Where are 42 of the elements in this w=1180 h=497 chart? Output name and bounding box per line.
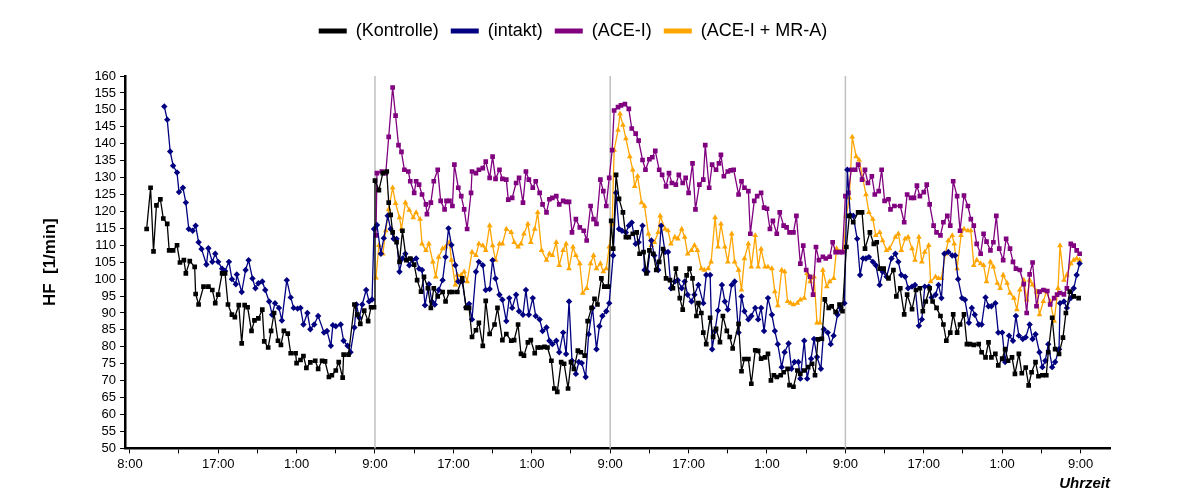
y-tick-label: 105 xyxy=(94,253,117,269)
y-tick-label: 150 xyxy=(94,101,117,117)
y-tick-label: 70 xyxy=(101,372,117,388)
y-tick-label: 100 xyxy=(94,270,117,286)
y-tick-label: 130 xyxy=(94,169,117,185)
y-tick-label: 160 xyxy=(94,67,117,83)
y-tick-label: 125 xyxy=(94,186,117,202)
x-axis-title: Uhrzeit xyxy=(1059,474,1111,492)
x-tick-label: 1:00 xyxy=(519,455,545,471)
x-tick-label: 17:00 xyxy=(201,455,235,471)
y-tick-label: 85 xyxy=(101,321,117,337)
y-tick-label: 95 xyxy=(101,287,117,303)
x-tick-label: 1:00 xyxy=(283,455,310,471)
legend-label: (Kontrolle) xyxy=(355,19,439,40)
x-tick-label: 1:00 xyxy=(754,455,780,471)
y-tick-label: 120 xyxy=(94,203,117,218)
x-tick-label: 1:00 xyxy=(989,455,1015,471)
y-tick-label: 75 xyxy=(101,355,117,371)
legend-label: (ACE-I + MR-A) xyxy=(700,19,828,40)
y-tick-label: 60 xyxy=(101,406,117,422)
y-tick-label: 155 xyxy=(94,84,117,100)
legend-label: (ACE-I) xyxy=(591,19,652,40)
x-tick-label: 17:00 xyxy=(672,455,705,471)
x-tick-label: 9:00 xyxy=(832,455,859,471)
legend-label: (intakt) xyxy=(487,19,543,40)
y-tick-label: 110 xyxy=(95,236,117,252)
y-tick-label: 65 xyxy=(101,389,117,405)
x-tick-label: 17:00 xyxy=(907,455,941,471)
x-tick-label: 17:00 xyxy=(437,455,470,471)
x-tick-label: 9:00 xyxy=(362,455,388,471)
y-tick-label: 145 xyxy=(94,118,117,134)
y-tick-label: 135 xyxy=(94,152,117,168)
y-axis-title: HF [1/min] xyxy=(39,218,59,307)
y-tick-label: 50 xyxy=(101,439,117,455)
x-tick-label: 9:00 xyxy=(597,455,623,471)
y-tick-label: 140 xyxy=(94,135,117,151)
x-tick-label: 8:00 xyxy=(117,455,143,471)
y-tick-label: 55 xyxy=(101,423,117,439)
y-tick-label: 90 xyxy=(101,304,117,320)
y-tick-label: 115 xyxy=(95,219,117,235)
y-tick-label: 80 xyxy=(101,338,117,354)
x-tick-label: 9:00 xyxy=(1067,455,1094,471)
